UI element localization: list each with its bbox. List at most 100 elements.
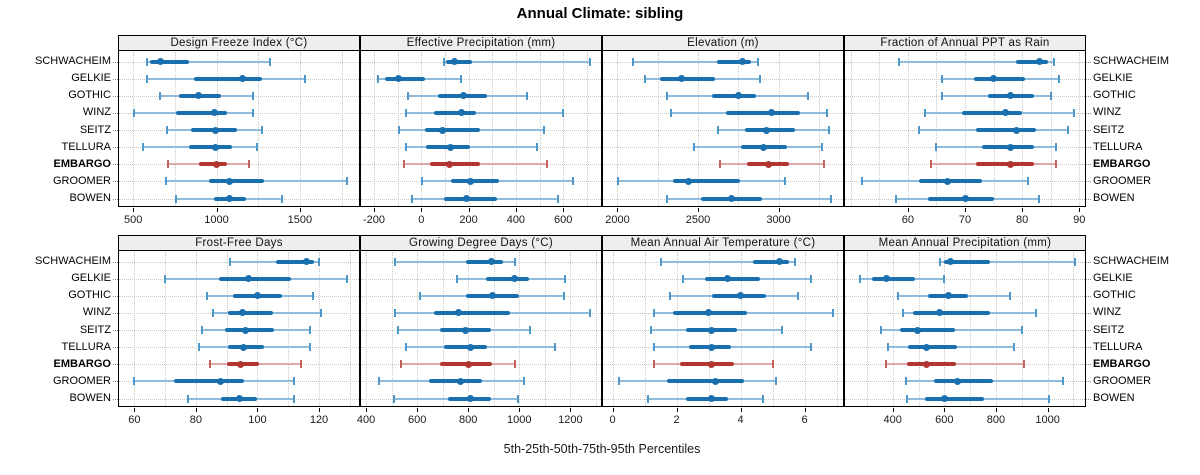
panel-strip-elevation-m: Elevation (m) (602, 35, 844, 51)
whisker-cap-low (653, 343, 656, 352)
whisker-cap-low (935, 143, 938, 152)
iqr-bar (660, 76, 715, 81)
median-dot (708, 343, 716, 351)
axis-tick (995, 408, 997, 412)
iqr-bar (913, 310, 990, 315)
iqr-bar (443, 345, 488, 350)
axis-tick-label: 1500 (287, 214, 313, 226)
whisker-cap-high (303, 74, 306, 83)
median-dot (212, 143, 220, 151)
iqr-bar (753, 259, 789, 264)
whisker-cap-low (631, 57, 634, 66)
axis-tick-label: 400 (356, 414, 376, 426)
iqr-bar (450, 179, 500, 184)
iqr-bar (149, 59, 189, 64)
iqr-bar (667, 379, 744, 384)
panel-strip-fraction-of-annual-ppt-as-rain: Fraction of Annual PPT as Rain (844, 35, 1086, 51)
iqr-bar (199, 162, 227, 167)
whisker-cap-high (293, 394, 296, 403)
site-label-left: SEITZ (79, 323, 111, 336)
category-tick-left (113, 347, 118, 349)
whisker-cap-high (589, 57, 592, 66)
whisker-cap-high (562, 108, 565, 117)
whisker-cap-high (261, 126, 264, 134)
whisker-cap-low (164, 177, 167, 186)
whisker-cap-high (1049, 91, 1052, 100)
iqr-bar (716, 59, 752, 64)
axis-tick-label: 1000 (204, 214, 229, 226)
median-dot (734, 92, 742, 100)
median-dot (705, 309, 713, 317)
median-dot (922, 360, 930, 368)
gridline-vertical (879, 52, 881, 206)
whisker-cap-low (669, 291, 672, 300)
whisker-cap-high (943, 274, 946, 283)
whisker-cap-high (345, 274, 348, 283)
median-dot (708, 360, 716, 368)
median-dot (961, 195, 969, 202)
axis-tick-label: 70 (958, 214, 972, 226)
whisker-cap-high (543, 126, 546, 134)
median-dot (487, 258, 495, 265)
median-dot (738, 58, 746, 65)
gridline-vertical (804, 252, 806, 406)
whisker-cap-low (670, 108, 673, 117)
category-tick-right (1086, 381, 1091, 383)
whisker-cap-high (784, 177, 786, 186)
whisker-cap-high (252, 108, 255, 117)
whisker-cap-high (517, 394, 520, 403)
category-tick-right (1086, 78, 1091, 80)
whisker-cap-low (650, 326, 652, 334)
whisker-line (405, 111, 564, 114)
axis-tick-label: 120 (309, 414, 329, 426)
median-dot (767, 109, 775, 117)
gridline-vertical (644, 252, 646, 406)
iqr-bar (927, 196, 994, 201)
axis-tick (195, 408, 197, 412)
site-label-left: SEITZ (79, 123, 111, 136)
whisker-cap-low (693, 143, 695, 152)
panel-strip-mean-annual-air-temperature-c: Mean Annual Air Temperature (°C) (602, 235, 844, 251)
axis-tick-label: 60 (128, 414, 141, 426)
gridline-vertical (563, 52, 565, 206)
median-dot (467, 343, 475, 351)
median-dot (194, 92, 202, 100)
axis-tick-label: 1000 (1035, 414, 1060, 426)
site-label-left: GELKIE (71, 272, 111, 285)
category-tick-left (113, 147, 118, 149)
category-tick-right (1086, 398, 1091, 400)
whisker-cap-high (1047, 394, 1050, 403)
median-dot (462, 195, 470, 202)
axis-tick (299, 208, 301, 212)
axis-tick-label: 600 (935, 414, 954, 426)
axis-tick (676, 408, 678, 412)
iqr-bar (275, 259, 315, 264)
whisker-cap-low (618, 377, 620, 386)
median-dot (253, 292, 261, 300)
gridline-vertical (1079, 52, 1081, 206)
gridline-vertical (195, 252, 197, 406)
axis-tick-label: 400 (883, 414, 902, 426)
median-dot (759, 143, 767, 151)
whisker-cap-low (158, 91, 161, 100)
median-dot (1001, 109, 1009, 117)
site-label-right: TELLURA (1093, 140, 1143, 153)
category-tick-right (1086, 61, 1091, 63)
category-tick-left (113, 261, 118, 263)
axis-tick (570, 408, 572, 412)
median-dot (303, 258, 311, 265)
gridline-vertical (391, 252, 393, 406)
whisker-cap-low (167, 160, 170, 169)
whisker-cap-low (717, 126, 720, 134)
whisker-cap-high (781, 326, 784, 334)
gridline-vertical (374, 52, 375, 206)
axis-tick (134, 408, 136, 412)
axis-tick (944, 408, 946, 412)
median-dot (727, 195, 735, 202)
whisker-cap-high (248, 160, 250, 169)
median-dot (1035, 58, 1043, 65)
panel-strip-frost-free-days: Frost-Free Days (118, 235, 360, 251)
whisker-cap-low (442, 57, 445, 66)
whisker-cap-high (1073, 257, 1076, 266)
axis-tick-label: 600 (553, 214, 573, 226)
